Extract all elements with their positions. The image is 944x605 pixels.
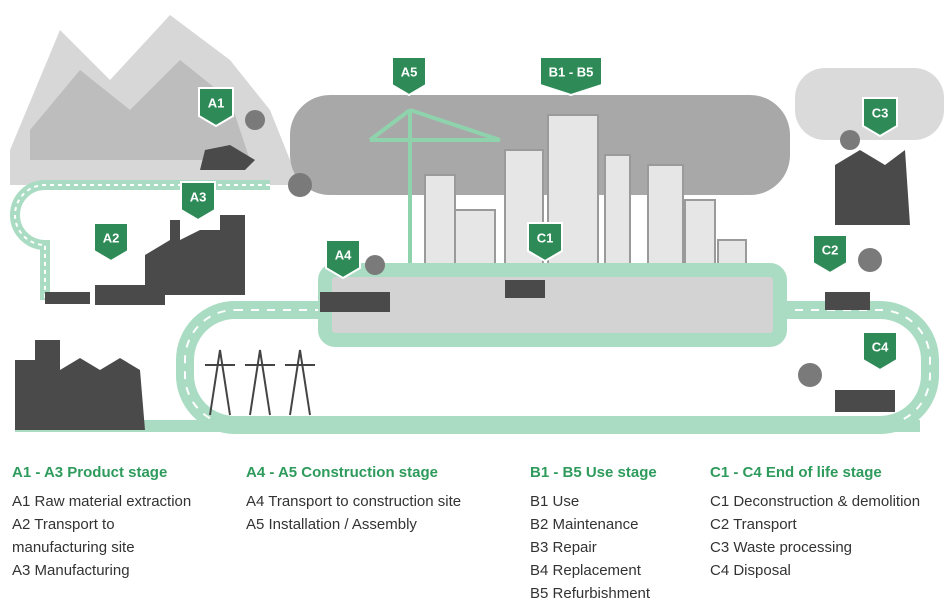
marker-label: B1 - B5 xyxy=(549,64,594,79)
marker-label: C3 xyxy=(872,105,889,120)
stage-marker: C2 xyxy=(813,235,847,273)
legend-item: B4 Replacement xyxy=(530,559,700,582)
legend-item: A4 Transport to construction site xyxy=(246,490,486,513)
legend-item: C1 Deconstruction & demolition xyxy=(710,490,944,513)
scenery xyxy=(10,15,944,432)
legend-item: A2 Transport to manufacturing site xyxy=(12,513,212,559)
marker-label: A5 xyxy=(401,64,418,79)
legend-item: A5 Installation / Assembly xyxy=(246,513,486,536)
stage-marker: A2 xyxy=(94,223,128,261)
legend-item: A1 Raw material extraction xyxy=(12,490,212,513)
stage-marker: C4 xyxy=(863,332,897,370)
legend-title: C1 - C4 End of life stage xyxy=(710,464,944,481)
marker-label: C1 xyxy=(537,230,554,245)
legend-title: A1 - A3 Product stage xyxy=(12,464,212,481)
legend-group: C1 - C4 End of life stage C1 Deconstructi… xyxy=(710,464,944,582)
marker-label: A3 xyxy=(190,189,207,204)
legend-group: A1 - A3 Product stage A1 Raw material ext… xyxy=(12,464,212,582)
marker-label: A2 xyxy=(103,230,120,245)
legend-item: B2 Maintenance xyxy=(530,513,700,536)
legend-item: B3 Repair xyxy=(530,536,700,559)
marker-label: A1 xyxy=(208,95,225,110)
legend-item: C2 Transport xyxy=(710,513,944,536)
legend-item: C3 Waste processing xyxy=(710,536,944,559)
legend-title: A4 - A5 Construction stage xyxy=(246,464,486,481)
marker-label: C4 xyxy=(872,339,889,354)
legend-item: C4 Disposal xyxy=(710,559,944,582)
legend-item: A3 Manufacturing xyxy=(12,559,212,582)
marker-label: C2 xyxy=(822,242,839,257)
illustration: A1 A2 A3 A4 A5 B1 - B5 C1 C2 C3 C4 xyxy=(0,0,944,450)
stage-marker: A3 xyxy=(181,182,215,220)
legend-item: B1 Use xyxy=(530,490,700,513)
stage-marker: A5 xyxy=(392,57,426,95)
legend-title: B1 - B5 Use stage xyxy=(530,464,700,481)
marker-label: A4 xyxy=(335,247,352,262)
legend-group: A4 - A5 Construction stage A4 Transport t… xyxy=(246,464,486,536)
page: A1 A2 A3 A4 A5 B1 - B5 C1 C2 C3 C4 A1 - A3 Produc… xyxy=(0,0,944,603)
legend-item: B5 Refurbishment xyxy=(530,582,700,605)
stage-marker: B1 - B5 xyxy=(540,57,602,95)
